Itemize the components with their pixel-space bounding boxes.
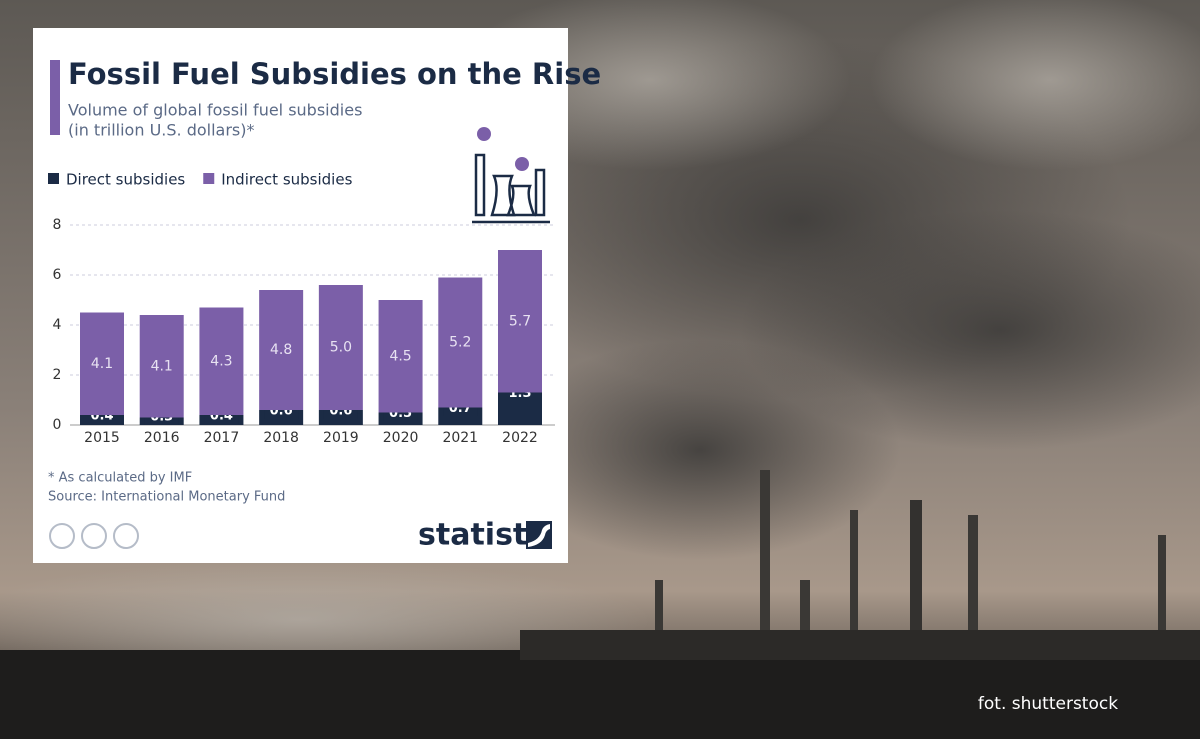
bar-segment: [139, 315, 184, 418]
bar-segment: [378, 300, 423, 413]
brand: statista: [418, 518, 548, 553]
source: Source: International Monetary Fund: [48, 490, 285, 505]
x-tick-label: 2016: [144, 430, 180, 446]
bar-segment: [80, 312, 124, 415]
x-tick-label: 2020: [383, 430, 419, 446]
y-tick-label: 0: [53, 417, 62, 433]
x-tick-label: 2021: [442, 430, 478, 446]
brand-icon: [526, 521, 552, 549]
y-tick-label: 8: [53, 217, 62, 233]
bar-segment: [259, 290, 304, 410]
value-label: 4.3: [210, 353, 232, 369]
legend-swatch: [203, 173, 215, 184]
legend-box: [33, 162, 357, 198]
x-tick-label: 2015: [84, 430, 120, 446]
x-tick-label: 2018: [263, 430, 299, 446]
subtitle: (in trillion U.S. dollars)*: [68, 121, 254, 140]
x-tick-label: 2017: [204, 430, 240, 446]
title-bar: [50, 60, 60, 135]
value-label: 5.0: [330, 340, 352, 356]
value-label: 4.5: [389, 348, 411, 364]
bar-segment: [318, 285, 363, 410]
y-tick-label: 2: [53, 367, 62, 383]
value-label: 5.2: [449, 335, 471, 351]
y-tick-label: 6: [53, 267, 62, 283]
value-label: 4.1: [91, 356, 113, 372]
x-tick-label: 2022: [502, 430, 538, 446]
value-label: 4.8: [270, 342, 292, 358]
chart-title: Fossil Fuel Subsidies on the Rise: [68, 57, 601, 91]
bar-segment: [199, 307, 244, 415]
legend-label: Indirect subsidies: [221, 171, 352, 189]
license-icons: [49, 523, 139, 549]
photo-credit: fot. shutterstock: [978, 694, 1118, 714]
legend-swatch: [48, 173, 59, 184]
legend-label: Direct subsidies: [66, 171, 185, 189]
bar-segment: [438, 277, 483, 408]
y-tick-label: 4: [53, 317, 62, 333]
subtitle: Volume of global fossil fuel subsidies: [68, 101, 362, 120]
x-tick-label: 2019: [323, 430, 359, 446]
value-label: 4.1: [151, 358, 173, 374]
bar-segment: [498, 250, 542, 393]
factory-icon: [472, 127, 550, 224]
value-label: 5.7: [509, 313, 531, 329]
footnote: * As calculated by IMF: [48, 471, 192, 486]
